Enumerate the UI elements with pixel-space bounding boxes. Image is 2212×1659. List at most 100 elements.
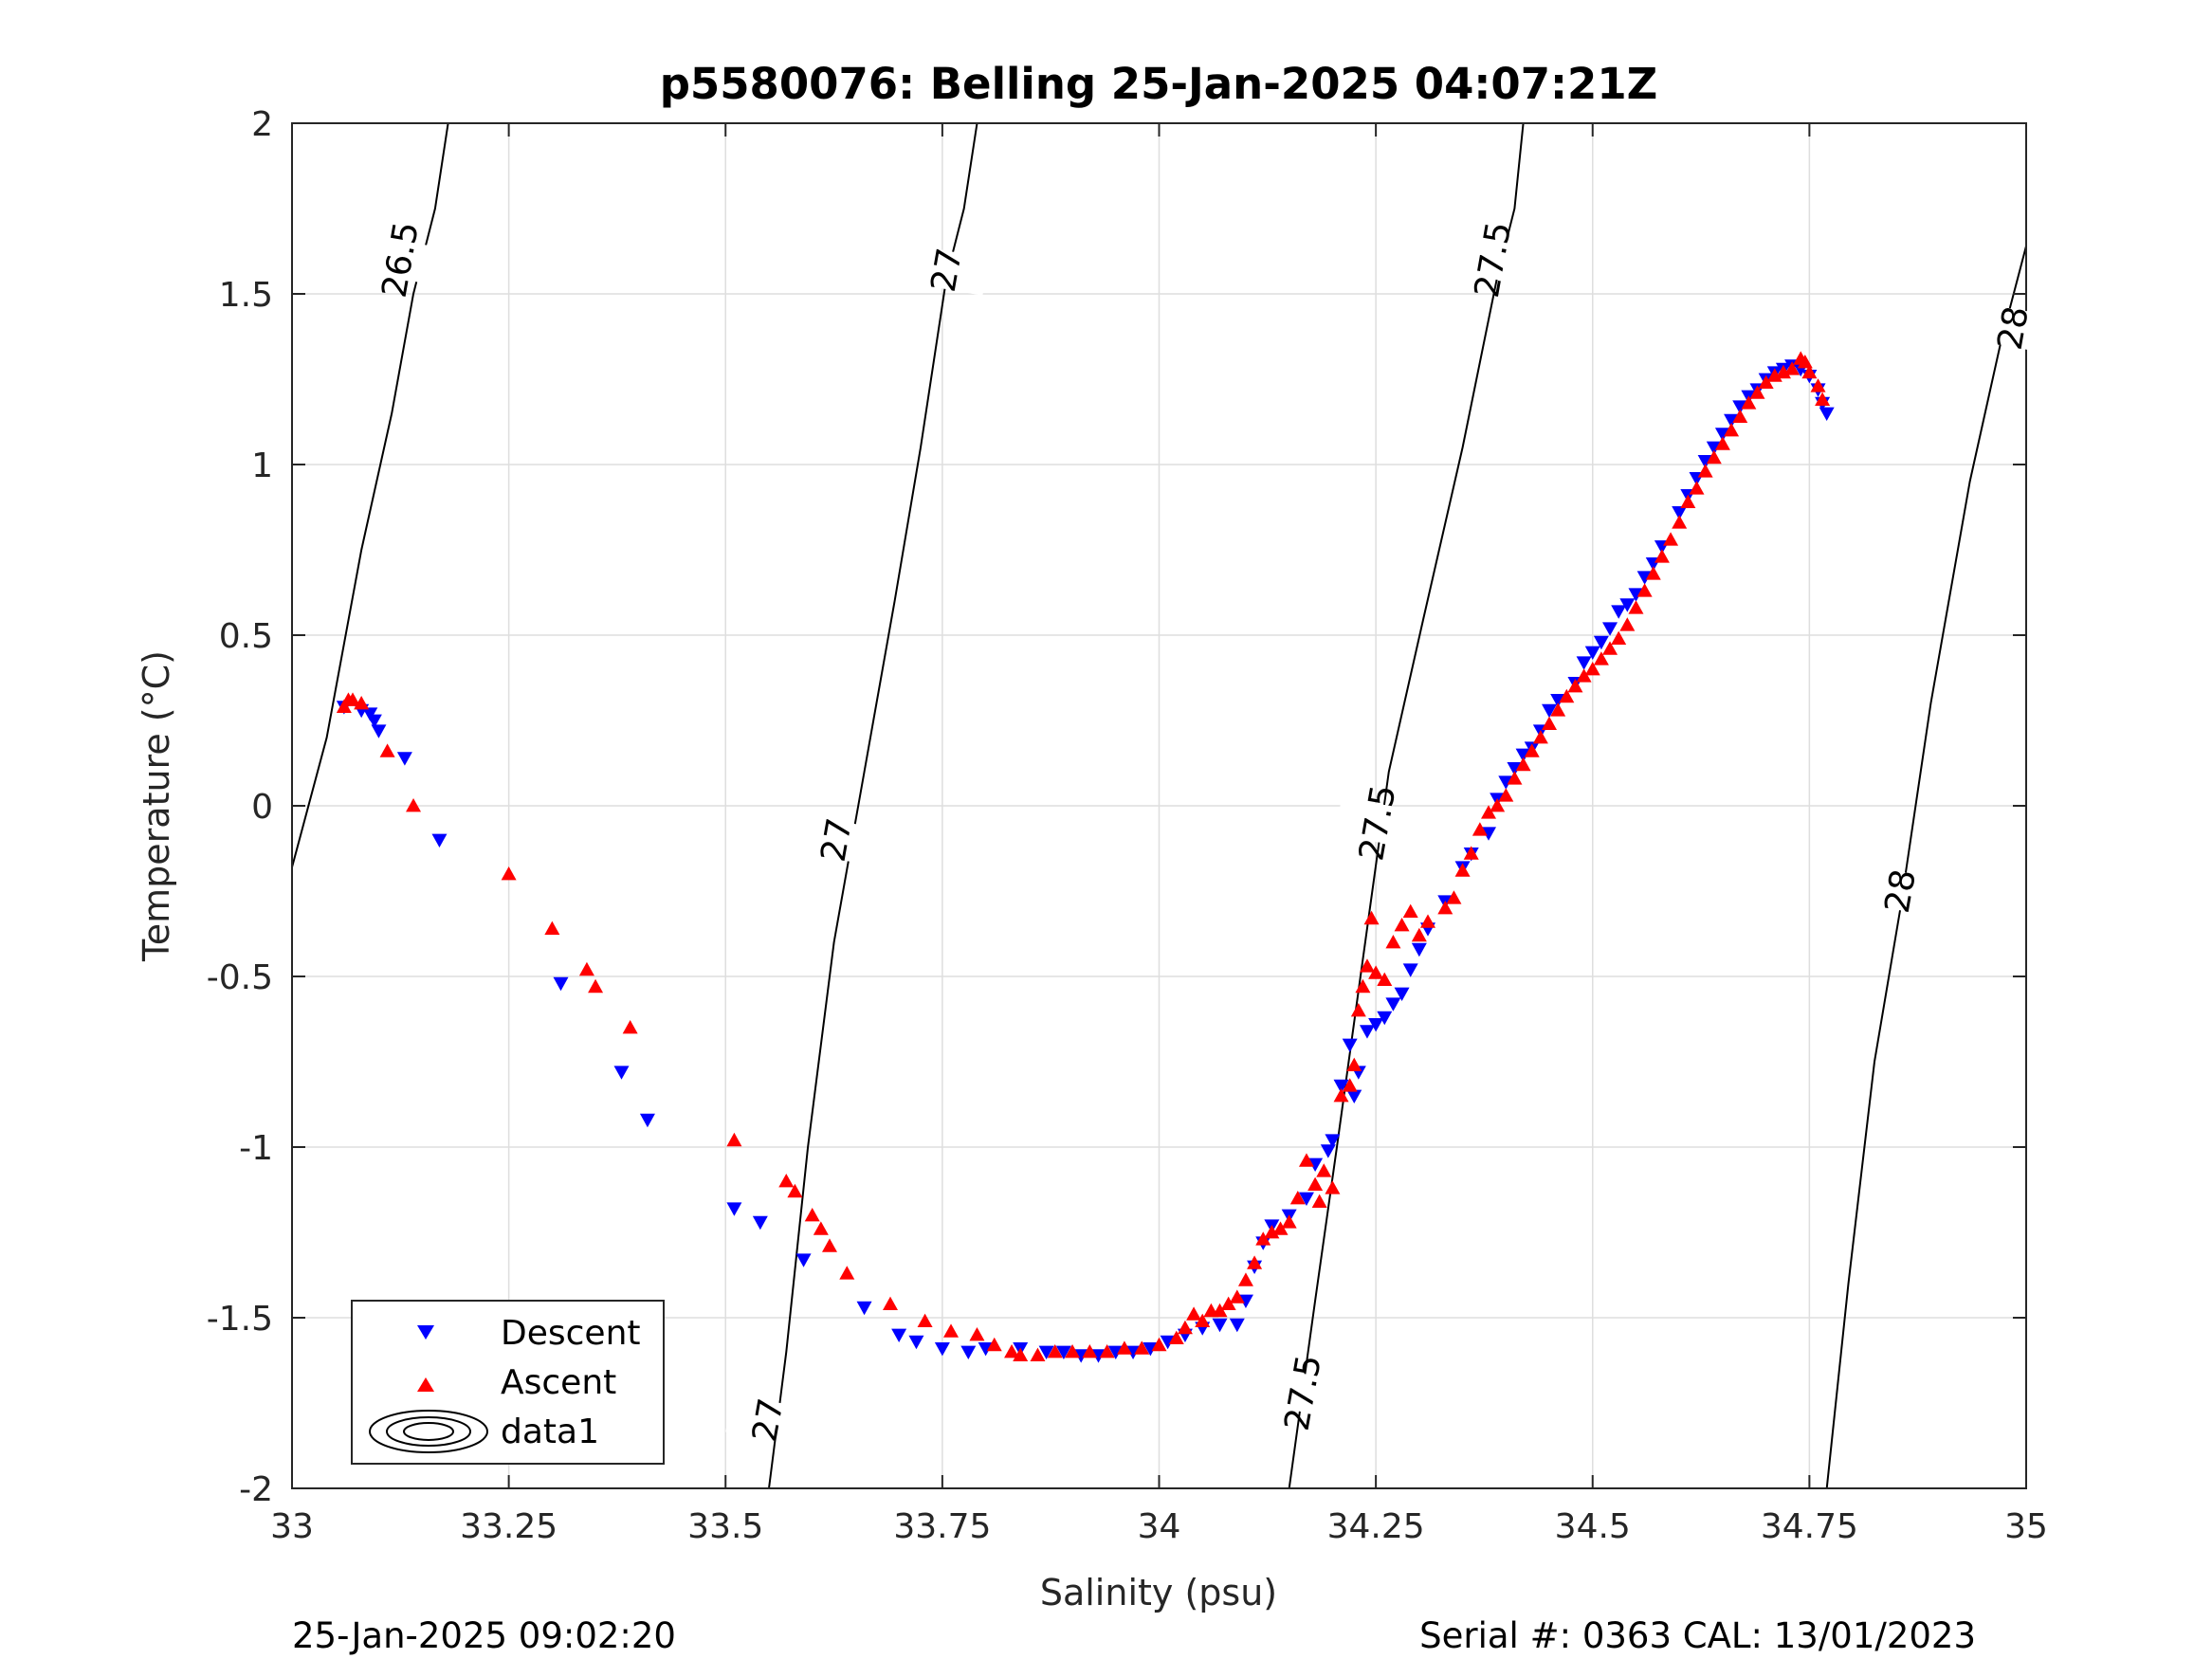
y-tick-label: -1.5 [207,1300,273,1339]
descent-point [1307,1158,1324,1172]
ascent-point [379,743,395,757]
ascent-point [1195,1313,1211,1327]
ascent-point [1463,846,1479,860]
descent-point [396,752,412,766]
y-axis-label: Temperature (°C) [136,650,177,962]
contour-label: 27.5 [1468,219,1519,301]
ascent-point [1524,743,1540,757]
descent-point [1706,441,1722,455]
ascent-point [1394,918,1410,932]
descent-point [1550,694,1566,708]
descent-point [960,1345,977,1359]
ascent-point [1359,958,1375,973]
descent-point [366,714,382,728]
descent-point [639,1113,655,1128]
descent-point [726,1202,742,1216]
descent-point [978,1342,994,1357]
ascent-point [1311,1194,1327,1208]
descent-point [1724,413,1740,428]
contour-label: 28 [1878,866,1924,916]
contour-label: 27 [745,1395,791,1445]
ascent-point [1134,1340,1150,1355]
descent-point [934,1342,950,1357]
ascent-point [1714,436,1730,450]
ascent-point [1732,409,1748,423]
descent-point [1333,1079,1349,1094]
contour-label-bg [1857,866,1944,917]
descent-point [1697,455,1713,469]
ascent-point [1801,364,1818,379]
ascent-point [1355,978,1371,994]
ascent-point [1593,651,1609,665]
descent-point [1160,1335,1176,1350]
legend-ascent-marker [417,1377,434,1392]
ascent-point [1758,374,1774,389]
ascent-point [1576,668,1592,683]
legend-descent-marker [417,1325,434,1340]
ascent-point [1350,1003,1366,1017]
descent-point [1576,656,1592,670]
x-tick-label: 34.25 [1327,1507,1425,1546]
ascent-point [1047,1344,1063,1358]
descent-point [1359,1025,1375,1039]
ascent-point [1065,1344,1081,1358]
descent-point [1237,1294,1253,1308]
x-tick-label: 34.5 [1555,1507,1631,1546]
ascent-point [1255,1231,1271,1246]
ascent-point [1446,890,1462,904]
y-tick-label: -1 [239,1129,273,1168]
ascent-point [778,1174,795,1188]
legend-descent-label: Descent [501,1314,641,1353]
x-tick-label: 34.75 [1761,1507,1858,1546]
ascent-point [1419,914,1435,928]
descent-point [1732,400,1748,414]
descent-point [1507,762,1523,776]
legend-contour-icon [369,1410,488,1453]
ascent-point [588,978,604,994]
x-tick-label: 33.25 [460,1507,558,1546]
ascent-point [1004,1344,1020,1358]
ascent-point [1654,549,1670,563]
ascent-point [1385,935,1401,949]
descent-point [891,1328,907,1342]
contour-label-bg [794,814,880,866]
x-tick-label: 35 [2004,1507,2048,1546]
contour-line-27 [768,122,978,1489]
ascent-point [1550,702,1566,717]
descent-point [1636,571,1653,585]
ascent-point [1082,1344,1098,1358]
ascent-point [1281,1214,1297,1229]
descent-point [1342,1038,1358,1052]
descent-point [1593,635,1609,650]
contour-label: 27.5 [1278,1352,1329,1433]
ascent-point [1411,927,1427,942]
ascent-point [821,1238,837,1252]
contour-label-bg [1335,797,1420,848]
ascent-point [1377,972,1393,986]
ascent-point [1151,1337,1167,1352]
descent-point [1073,1349,1089,1363]
ascent-point [1186,1306,1202,1321]
ascent-point [839,1266,855,1280]
ascent-point [1289,1191,1306,1205]
ascent-point [1515,757,1531,772]
ascent-point [1168,1330,1184,1344]
ascent-point [1402,903,1418,918]
y-tick-label: -0.5 [207,958,273,997]
ascent-point [1472,822,1488,836]
x-tick-label: 33.5 [687,1507,763,1546]
ascent-point [354,696,370,710]
legend-box [351,1300,665,1465]
legend-ascent-label: Ascent [501,1363,616,1402]
descent-point [1298,1192,1314,1206]
descent-point [1212,1318,1228,1333]
footer-serial: Serial #: 0363 CAL: 13/01/2023 [1419,1615,1976,1656]
descent-point [1229,1318,1245,1333]
ascent-point [1220,1296,1236,1310]
ascent-point [1611,630,1627,645]
contour-line-28 [1825,246,2027,1489]
descent-point [1377,1011,1393,1026]
ascent-point [1437,901,1453,915]
x-tick-label: 34 [1138,1507,1181,1546]
ascent-point [813,1221,829,1235]
